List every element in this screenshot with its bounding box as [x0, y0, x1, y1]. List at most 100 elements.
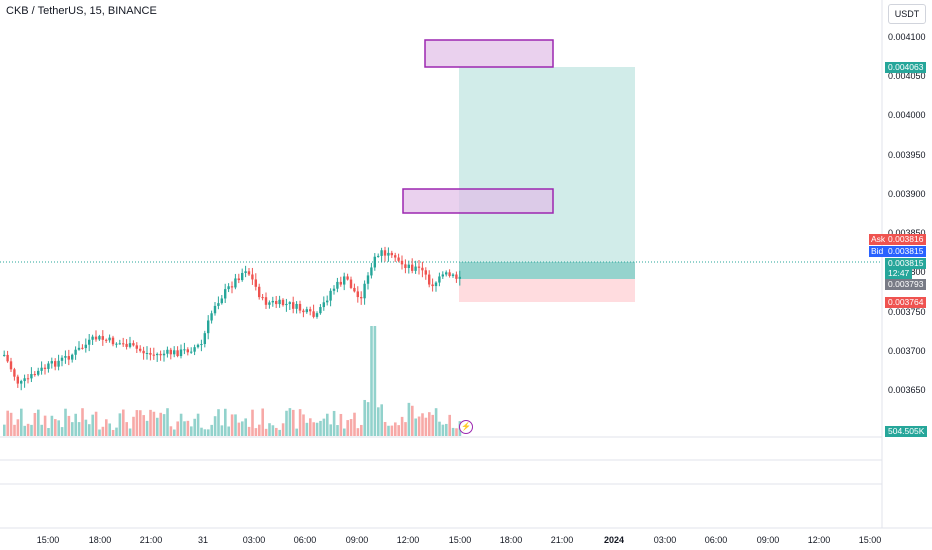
candle-body: [404, 264, 407, 269]
volume-bar: [278, 429, 281, 436]
volume-bar: [152, 411, 156, 436]
volume-bar: [298, 409, 302, 436]
candle-body: [139, 348, 142, 351]
volume-bar: [288, 408, 292, 436]
volume-bar: [54, 419, 57, 436]
candle-body: [13, 369, 16, 377]
volume-bar: [421, 413, 424, 436]
candle-body: [315, 313, 319, 317]
symbol-title[interactable]: CKB / TetherUS, 15, BINANCE: [6, 5, 157, 17]
candle-body: [322, 302, 325, 308]
supply-zone-lower[interactable]: [402, 188, 554, 214]
volume-bar: [210, 424, 213, 436]
volume-bar: [84, 419, 88, 436]
candle-body: [115, 343, 118, 345]
volume-bar: [26, 423, 30, 436]
stop-zone[interactable]: [459, 279, 635, 302]
volume-bar: [135, 410, 139, 436]
volume-bar: [122, 409, 125, 436]
volume-bar: [339, 413, 343, 436]
candle-body: [428, 274, 431, 285]
candle-body: [71, 354, 74, 360]
volume-bar: [363, 399, 366, 436]
volume-bar: [234, 414, 237, 436]
candle-body: [47, 363, 50, 369]
candle-body: [380, 250, 383, 256]
candle-body: [448, 272, 451, 276]
price-tick: 0.003750: [888, 307, 926, 317]
candle-body: [417, 266, 421, 268]
volume-bar: [417, 416, 421, 436]
candle-body: [98, 336, 101, 340]
price-tick: 0.003700: [888, 346, 926, 356]
candle-body: [373, 256, 376, 268]
candle-body: [43, 367, 47, 369]
volume-bar: [81, 408, 84, 436]
candle-body: [421, 267, 424, 271]
volume-bar: [434, 408, 438, 436]
volume-bar: [220, 425, 224, 436]
volume-bar: [115, 427, 118, 436]
candle-body: [40, 367, 43, 371]
candle-body: [407, 264, 410, 269]
candle-body: [241, 272, 244, 281]
candles: [3, 246, 461, 391]
volume-bar: [20, 408, 23, 436]
candle-body: [166, 349, 169, 354]
volume-bar: [305, 422, 309, 436]
candle-body: [224, 289, 227, 299]
volume-bar: [281, 423, 285, 436]
price-tick: 0.004050: [888, 71, 926, 81]
time-tick: 15:00: [449, 535, 472, 545]
volume-bar: [411, 405, 414, 436]
candle-body: [237, 278, 240, 281]
candle-body: [64, 356, 67, 358]
volume-bar: [445, 423, 448, 436]
volume-bar: [98, 429, 101, 436]
volume-bar: [217, 409, 220, 436]
volume-bar: [377, 407, 380, 436]
currency-button[interactable]: USDT: [888, 4, 926, 24]
candle-body: [125, 343, 128, 347]
candle-body: [445, 272, 448, 275]
volume-bar: [227, 426, 230, 436]
candle-body: [207, 320, 210, 334]
time-tick: 03:00: [243, 535, 266, 545]
volume-bar: [57, 420, 60, 436]
stop-price-tag: 0.003764: [885, 297, 927, 308]
volume-bar: [400, 416, 404, 436]
volume-bar: [64, 408, 67, 436]
volume-bar: [258, 424, 261, 436]
supply-zone-upper[interactable]: [424, 39, 554, 68]
volume-bar: [108, 423, 111, 436]
candle-body: [145, 352, 149, 354]
volume-bar: [353, 412, 356, 436]
price-tick: 0.003850: [888, 228, 926, 238]
volume-bar: [264, 428, 268, 436]
candle-body: [261, 297, 264, 299]
candle-body: [424, 270, 427, 275]
volume-bar: [360, 424, 363, 436]
candle-body: [394, 255, 397, 258]
volume-bar: [23, 425, 26, 436]
candle-body: [179, 349, 183, 357]
volume-bar: [292, 409, 295, 436]
candle-body: [455, 274, 458, 279]
volume-bar: [190, 426, 193, 436]
candle-body: [326, 300, 329, 303]
lightning-icon[interactable]: ⚡: [459, 420, 473, 434]
target-zone[interactable]: [459, 67, 635, 279]
candle-body: [390, 252, 393, 256]
volume-bar: [349, 419, 353, 436]
volume-bar: [186, 420, 190, 436]
volume-bar: [128, 428, 132, 436]
time-tick: 03:00: [654, 535, 677, 545]
candle-body: [349, 279, 353, 288]
volume-bar: [312, 422, 315, 436]
candle-body: [193, 347, 196, 352]
volume-bar: [91, 414, 94, 436]
candle-body: [292, 302, 295, 309]
volume-bar: [414, 418, 417, 436]
candle-body: [360, 297, 363, 299]
